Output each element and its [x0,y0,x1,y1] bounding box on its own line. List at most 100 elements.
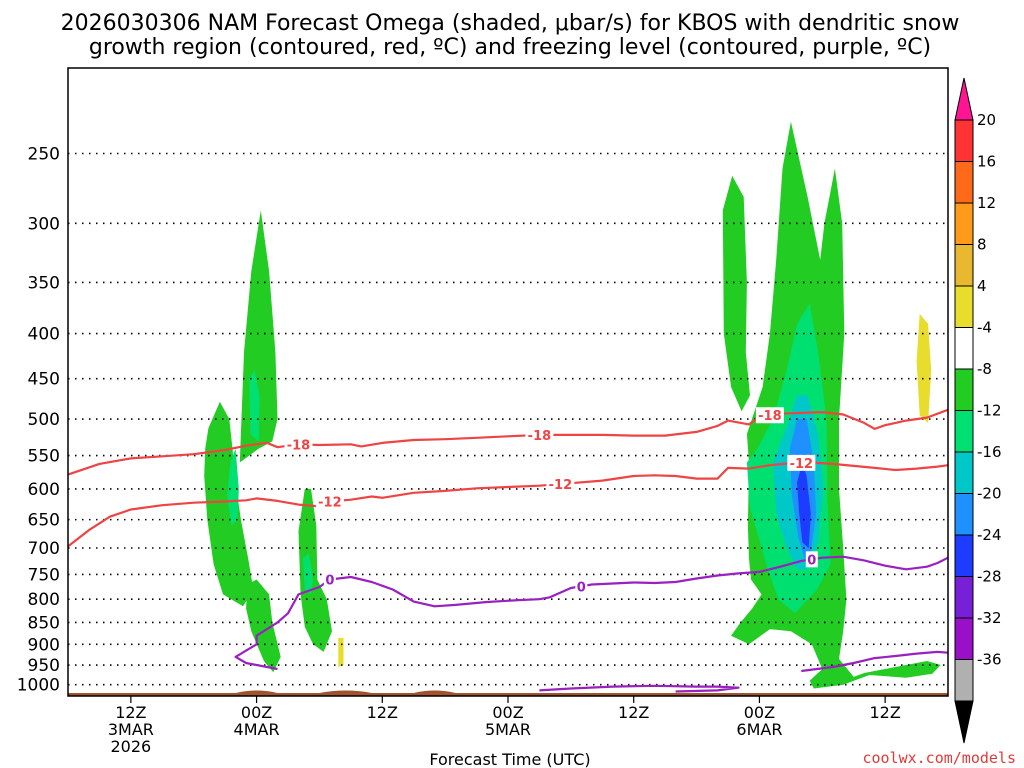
omega-region-4-0 [797,462,811,548]
colorbar-label-12: -32 [977,609,1002,627]
colorbar-swatch-10 [954,493,974,536]
contour-label--12-0: -12 [318,496,342,511]
colorbar-swatch-12 [954,576,974,619]
colorbar-swatch-2 [954,161,974,204]
colorbar-label-10: -24 [977,526,1002,544]
contour-label--18-0: -18 [287,438,311,453]
colorbar-label-6: -8 [977,360,992,378]
terrain-fill [68,690,948,696]
colorbar-swatch-9 [954,451,974,494]
x-axis-label: Forecast Time (UTC) [429,750,590,768]
y-tick-label-400: 400 [28,325,60,345]
colorbar-swatch-8 [954,410,974,453]
contour-label-0-1: 0 [577,580,586,595]
colorbar: 20 16 12 8 4 -4 -8 -12 -16 -20 -24 -28 -32 -36 [954,77,1002,744]
contour-label-bg--12-2 [787,454,816,471]
x-tick-label-0-2: 2026 [110,737,151,756]
contour-label-bg--18-0 [284,436,313,453]
colorbar-label-5: -4 [977,319,992,337]
y-tick-label-700: 700 [28,539,60,559]
colorbar-label-8: -16 [977,443,1002,461]
terrain-bump-1 [319,690,372,694]
terrain-bump-2 [413,690,456,694]
y-tick-label-450: 450 [28,370,60,390]
y-tick-label-850: 850 [28,613,60,633]
y-tick-label-900: 900 [28,635,60,655]
omega-region-0-4 [722,175,750,412]
colorbar-label-1: 16 [977,153,996,171]
y-tick-label-950: 950 [28,656,60,676]
contour-line-0-right [801,650,949,673]
credit-text: coolwx.com/models [862,749,1016,767]
y-tick-label-250: 250 [28,144,60,164]
contour-label--18-2: -18 [758,409,782,424]
colorbar-label-11: -28 [977,568,1002,586]
contour-label-bg--12-1 [546,476,575,493]
y-tick-label-500: 500 [28,410,60,430]
x-tick-label-3-1: 5MAR [485,720,531,739]
colorbar-swatch-13 [954,617,974,660]
colorbar-swatch-6 [954,327,974,370]
colorbar-label-2: 12 [977,194,996,212]
colorbar-top-triangle [954,77,974,121]
omega-region-0-2 [246,579,281,673]
chart-title-line-2: growth region (contoured, red, ºC) and f… [89,35,931,60]
colorbar-swatch-14 [954,659,974,702]
x-tick-label-0-1: 3MAR [108,720,154,739]
colorbar-swatch-1 [954,119,974,162]
y-tick-label-300: 300 [28,214,60,234]
contour-label--18-1: -18 [528,429,552,444]
x-tick-label-5-1: 6MAR [736,720,782,739]
colorbar-swatch-4 [954,244,974,287]
colorbar-swatch-7 [954,368,974,411]
colorbar-label-3: 8 [977,236,987,254]
contour-label-0-0: 0 [325,574,334,589]
y-tick-label-350: 350 [28,273,60,293]
x-tick-label-4-0: 12Z [618,703,649,722]
x-tick-label-5-0: 00Z [744,703,775,722]
contour-label-bg-0-2 [805,551,818,568]
y-tick-label-600: 600 [28,480,60,500]
contour-label-bg--12-0 [315,493,344,510]
colorbar-bottom-triangle [954,700,974,744]
omega-region-5-0 [916,313,932,423]
contour-line--18 [67,408,949,476]
temperature-contours: -18 -18 -18 -12 -12 -12 0 0 0 [67,407,949,693]
contour-line-0 [234,555,949,671]
x-tick-label-0-0: 12Z [115,703,146,722]
x-tick-label-6-0: 12Z [869,703,900,722]
x-tick-label-1-0: 00Z [241,703,272,722]
omega-region-0-1 [239,210,278,463]
colorbar-swatch-11 [954,534,974,577]
contour-line--12 [67,461,949,548]
omega-region-5-1 [338,637,344,667]
terrain-strip [68,693,948,696]
y-tick-label-650: 650 [28,511,60,531]
colorbar-swatch-3 [954,202,974,245]
colorbar-label-13: -36 [977,651,1002,669]
omega-region-1-0 [227,448,239,526]
pressure-axis: 2503003504004505005506006507007508008509… [17,144,60,695]
contour-label--12-1: -12 [549,478,573,493]
colorbar-label-7: -12 [977,402,1002,420]
y-tick-label-750: 750 [28,565,60,585]
y-tick-label-1000: 1000 [17,676,60,696]
terrain-bump-0 [235,690,278,694]
x-tick-label-1-1: 4MAR [234,720,280,739]
omega-shading [204,121,941,689]
colorbar-label-0: 20 [977,111,996,129]
contour-label-bg--18-1 [525,426,554,443]
y-tick-label-550: 550 [28,447,60,467]
contour-label-bg-0-0 [323,571,336,588]
x-tick-label-3-0: 00Z [492,703,523,722]
plot-area: -18 -18 -18 -12 -12 -12 0 0 0 [67,67,949,697]
contour-label-0-2: 0 [807,553,816,568]
colorbar-label-4: 4 [977,277,987,295]
contour-label--12-2: -12 [790,457,814,472]
contour-line-0-low [539,684,740,693]
omega-region-1-1 [249,370,260,442]
colorbar-label-9: -20 [977,485,1002,503]
omega-region-1-2 [302,553,314,595]
